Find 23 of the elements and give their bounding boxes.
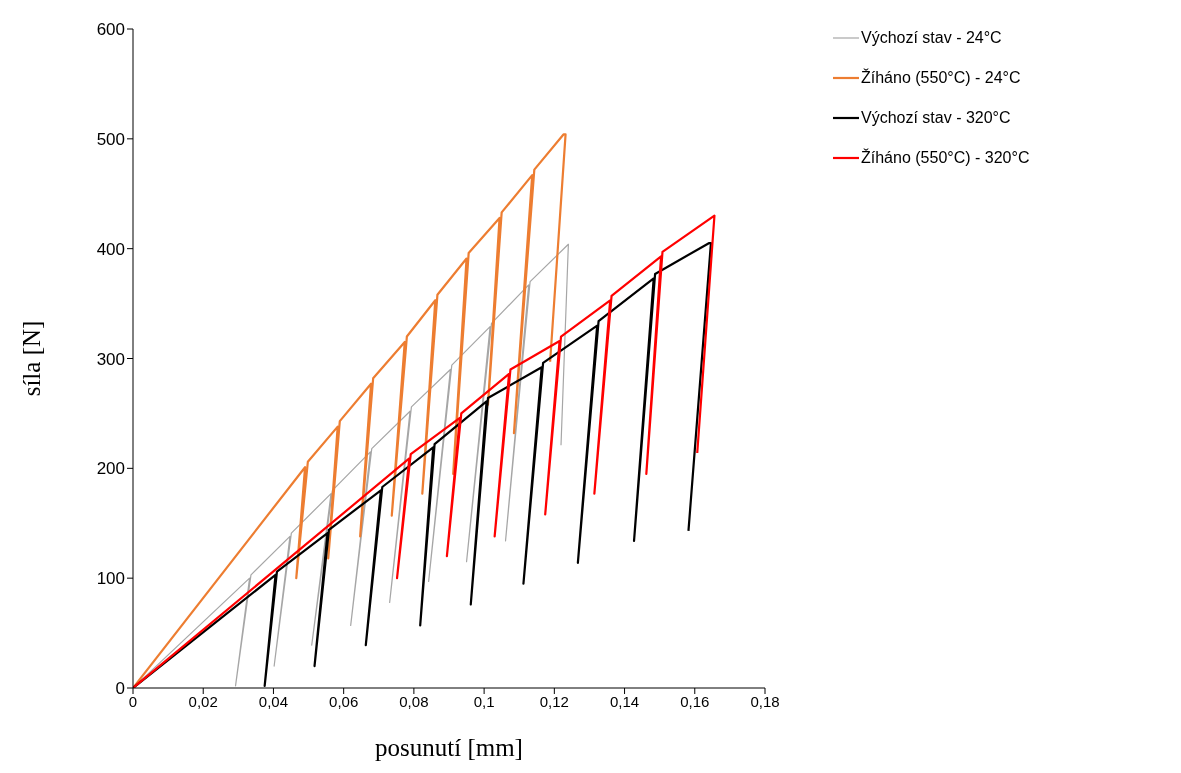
y-tick-label: 500 [96, 129, 125, 149]
y-tick-label: 100 [96, 569, 125, 589]
legend-label: Výchozí stav - 320°C [861, 109, 1011, 127]
y-tick-label: 200 [96, 459, 125, 479]
x-tick-label: 0,14 [609, 692, 640, 710]
x-tick-label: 0,02 [188, 692, 218, 710]
x-tick-label: 0,08 [399, 692, 429, 710]
x-tick-label: 0 [128, 692, 138, 710]
legend-label: Výchozí stav - 24°C [861, 29, 1002, 47]
y-axis-title: síla [N] [17, 320, 45, 397]
x-tick-label: 0,12 [539, 692, 569, 710]
y-tick-label: 400 [96, 239, 125, 259]
x-tick-label: 0,16 [680, 692, 710, 710]
line-series [133, 133, 567, 688]
x-tick-label: 0,04 [258, 692, 289, 710]
x-tick-label: 0,06 [329, 692, 359, 710]
y-tick-label: 300 [96, 349, 125, 369]
y-tick-label: 600 [96, 20, 125, 40]
legend-label: Žíháno (550°C) - 320°C [861, 149, 1030, 167]
x-axis-title: posunutí [mm] [375, 734, 523, 761]
legend-label: Žíháno (550°C) - 24°C [861, 69, 1021, 87]
x-tick-label: 0,1 [473, 692, 495, 710]
x-tick-label: 0,18 [750, 692, 780, 710]
